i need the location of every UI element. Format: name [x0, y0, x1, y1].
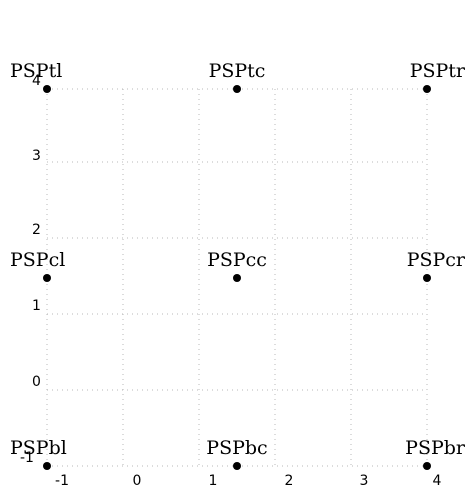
x-tick-label: 1 [209, 473, 218, 489]
point-marker [423, 274, 431, 282]
x-tick-label: 2 [285, 473, 294, 489]
x-tick-label: 4 [433, 473, 442, 489]
y-tick-label: 0 [32, 374, 41, 390]
point-label: PSPtc [209, 60, 266, 82]
point-label: PSPbr [405, 437, 466, 459]
point-marker [43, 274, 51, 282]
point-label: PSPbc [206, 437, 267, 459]
point-label: PSPcl [10, 249, 65, 271]
point-label: PSPcr [407, 249, 466, 271]
point-label: PSPtr [410, 60, 466, 82]
point-label: PSPcc [207, 249, 267, 271]
point-marker [233, 274, 241, 282]
x-tick-label: 3 [360, 473, 369, 489]
axis-ticks: -1 0 1 2 3 4 0 1 2 3 4 -1 [20, 73, 442, 489]
point-label: PSPtl [10, 60, 62, 82]
point-marker [423, 85, 431, 93]
y-tick-label-bottom: -1 [20, 450, 34, 466]
x-tick-label: -1 [55, 473, 69, 489]
y-tick-label: 4 [32, 73, 41, 89]
y-tick-label: 3 [32, 148, 41, 164]
y-tick-label: 2 [32, 222, 41, 238]
point-marker [233, 85, 241, 93]
point-marker [43, 462, 51, 470]
point-marker [43, 85, 51, 93]
point-label: PSPbl [10, 437, 67, 459]
points: PSPtl PSPtc PSPtr PSPcl PSPcc PSPcr PSPbl PSPbc… [10, 60, 466, 470]
point-marker [233, 462, 241, 470]
x-tick-label: 0 [133, 473, 142, 489]
y-tick-label: 1 [32, 298, 41, 314]
point-marker [423, 462, 431, 470]
